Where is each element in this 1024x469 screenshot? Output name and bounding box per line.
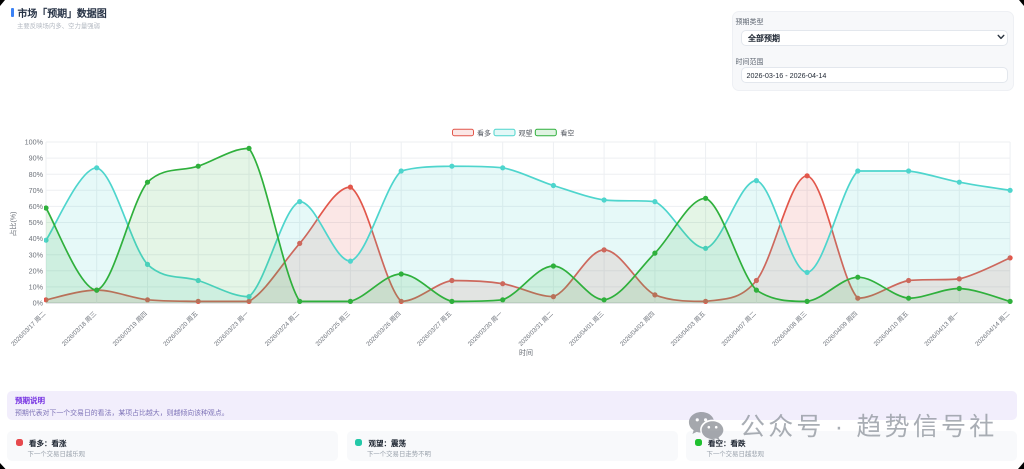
- svg-text:看多: 看多: [477, 128, 491, 137]
- svg-text:20%: 20%: [29, 266, 44, 275]
- svg-text:40%: 40%: [29, 234, 44, 243]
- svg-text:2026/04/08 周三: 2026/04/08 周三: [770, 310, 808, 348]
- svg-text:100%: 100%: [25, 138, 44, 147]
- svg-text:观望: 观望: [519, 128, 533, 137]
- svg-text:2026/03/17 周二: 2026/03/17 周二: [9, 310, 47, 348]
- svg-text:2026/03/23 周一: 2026/03/23 周一: [212, 309, 251, 348]
- svg-text:50%: 50%: [29, 218, 44, 227]
- svg-text:2026/03/19 周四: 2026/03/19 周四: [111, 310, 149, 348]
- svg-text:2026/03/31 周二: 2026/03/31 周二: [517, 310, 555, 348]
- svg-text:2026/03/26 周四: 2026/03/26 周四: [365, 310, 403, 348]
- svg-text:占比(%): 占比(%): [9, 212, 18, 237]
- svg-text:2026/04/14 周二: 2026/04/14 周二: [973, 310, 1011, 348]
- svg-text:90%: 90%: [29, 154, 44, 163]
- svg-text:2026/04/07 周二: 2026/04/07 周二: [720, 310, 758, 348]
- svg-text:0%: 0%: [33, 299, 44, 308]
- svg-text:2026/04/02 周四: 2026/04/02 周四: [618, 310, 656, 348]
- svg-text:时间: 时间: [519, 348, 533, 357]
- svg-text:70%: 70%: [29, 186, 44, 195]
- svg-text:2026/03/25 周三: 2026/03/25 周三: [314, 310, 352, 348]
- svg-text:2026/04/09 周四: 2026/04/09 周四: [821, 310, 859, 348]
- svg-text:2026/04/10 周五: 2026/04/10 周五: [872, 310, 910, 348]
- svg-text:2026/04/13 周一: 2026/04/13 周一: [923, 309, 962, 348]
- svg-text:2026/04/03 周五: 2026/04/03 周五: [669, 310, 707, 348]
- svg-text:2026/04/01 周三: 2026/04/01 周三: [567, 310, 605, 348]
- svg-text:看空: 看空: [560, 128, 574, 137]
- svg-text:2026/03/18 周三: 2026/03/18 周三: [60, 310, 98, 348]
- svg-text:2026/03/24 周二: 2026/03/24 周二: [263, 310, 301, 348]
- svg-text:2026/03/20 周五: 2026/03/20 周五: [162, 310, 200, 348]
- svg-text:60%: 60%: [29, 202, 44, 211]
- svg-text:2026/03/30 周一: 2026/03/30 周一: [466, 309, 505, 348]
- svg-text:30%: 30%: [29, 250, 44, 259]
- svg-text:2026/03/27 周五: 2026/03/27 周五: [415, 310, 453, 348]
- svg-text:10%: 10%: [29, 283, 44, 292]
- svg-text:80%: 80%: [29, 170, 44, 179]
